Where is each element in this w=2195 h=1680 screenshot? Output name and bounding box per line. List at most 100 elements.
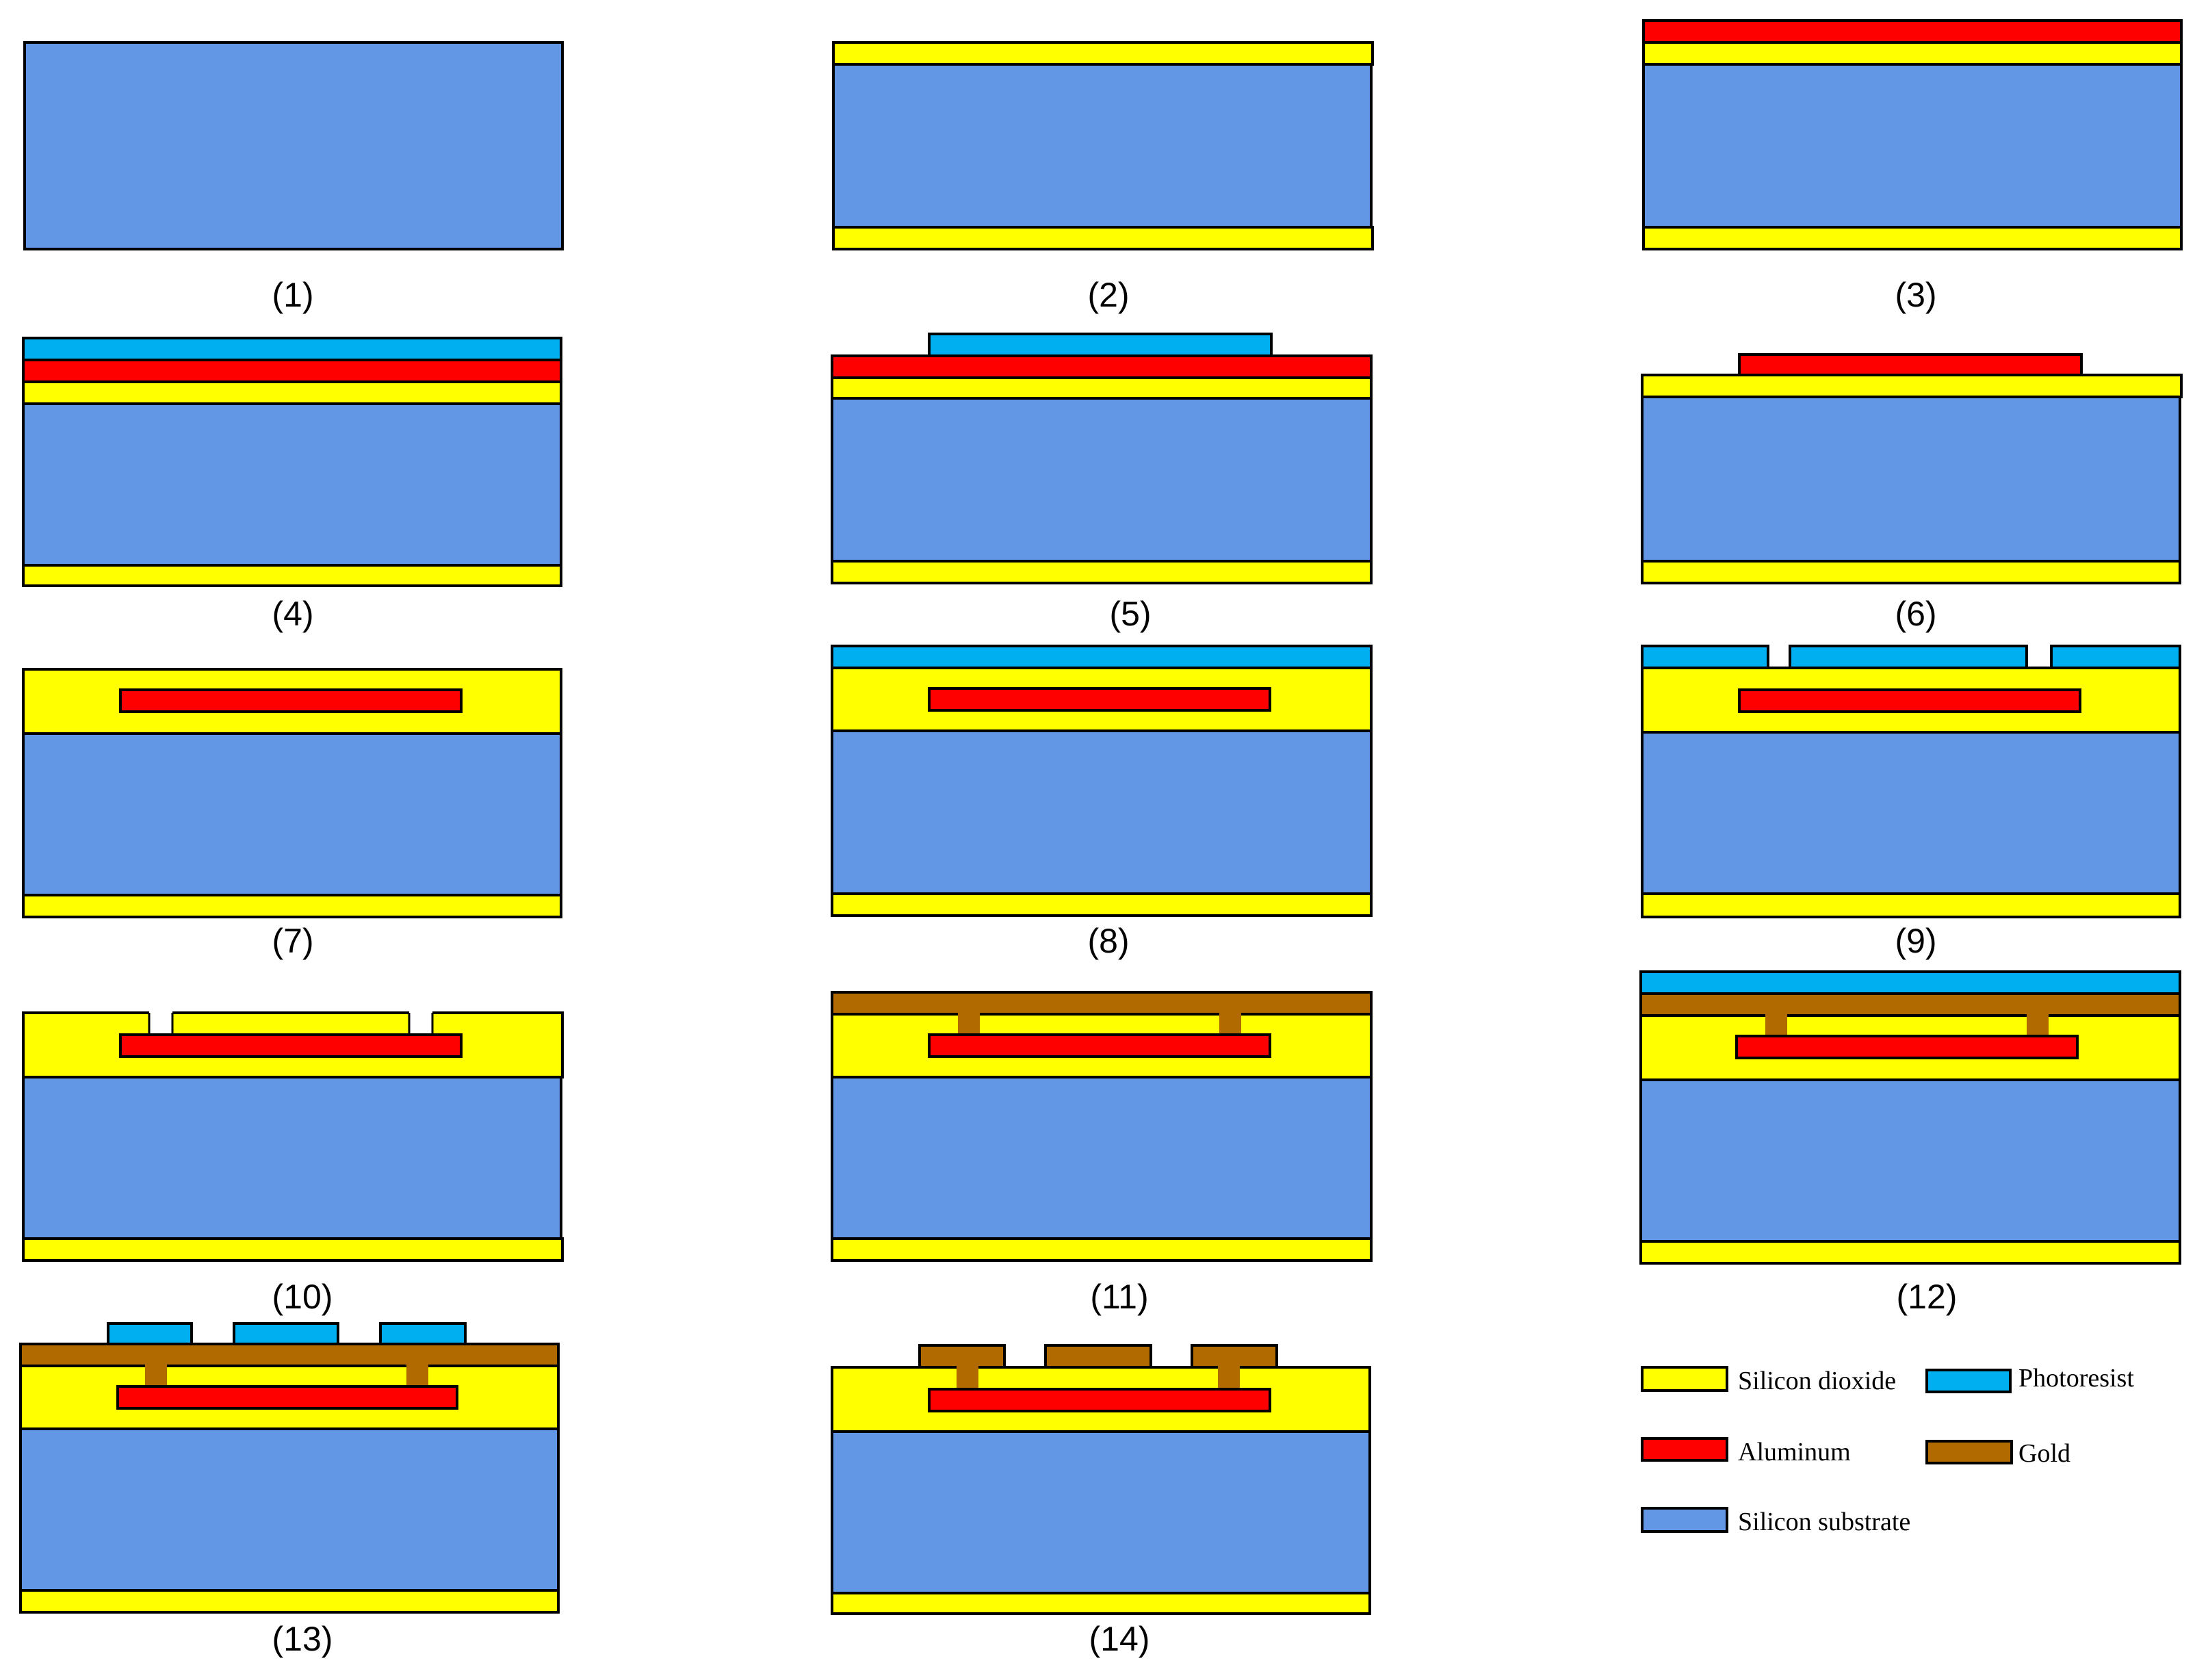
step-12-label: (12)	[1897, 1278, 1958, 1316]
bottom-oxide-layer	[22, 1237, 564, 1262]
top-oxide-layer	[22, 380, 562, 405]
aluminum-line	[1738, 688, 2081, 713]
photoresist-pattern	[928, 333, 1273, 357]
step-3-label: (3)	[1895, 276, 1936, 314]
aluminum-layer	[22, 359, 562, 383]
bottom-oxide-layer	[22, 894, 562, 918]
silicon-substrate	[831, 1076, 1373, 1240]
silicon-substrate	[22, 1076, 562, 1240]
bottom-oxide-layer	[22, 564, 562, 587]
step-8-label: (8)	[1087, 922, 1129, 960]
top-oxide-layer	[832, 41, 1374, 66]
photoresist-pad-right	[379, 1322, 467, 1345]
legend-label-photoresist: Photoresist	[2018, 1364, 2134, 1393]
bottom-oxide-layer	[831, 892, 1373, 917]
bottom-oxide-layer	[832, 226, 1374, 250]
gold-via-left	[145, 1365, 167, 1388]
legend-swatch-photoresist	[1925, 1369, 2012, 1393]
gold-via-right	[1218, 1366, 1240, 1389]
legend-swatch-aluminum	[1641, 1437, 1728, 1462]
step-1-label: (1)	[272, 276, 313, 314]
aluminum-pattern	[1738, 353, 2083, 376]
silicon-substrate	[22, 402, 562, 567]
photoresist-segment-center	[1789, 645, 2028, 669]
gold-layer	[831, 991, 1373, 1016]
step-8-cross-section	[831, 645, 1373, 917]
gold-pad-right	[1191, 1344, 1278, 1369]
step-13-label: (13)	[272, 1620, 333, 1658]
photoresist-segment-left	[1641, 645, 1769, 669]
aluminum-line	[119, 688, 463, 713]
step-7-label: (7)	[272, 922, 313, 960]
photoresist-layer	[1639, 970, 2181, 995]
gold-via-right	[406, 1365, 428, 1388]
legend: Silicon dioxide Photoresist Aluminum Gol…	[1641, 1364, 2134, 1536]
silicon-substrate	[19, 1427, 560, 1592]
bottom-oxide-layer	[1639, 1240, 2181, 1265]
gold-layer	[19, 1343, 560, 1367]
step-14-label: (14)	[1089, 1620, 1150, 1658]
legend-label-substrate: Silicon substrate	[1738, 1508, 1910, 1536]
gold-pad-left	[918, 1344, 1006, 1369]
silicon-substrate	[832, 63, 1373, 229]
bottom-oxide-layer	[19, 1589, 560, 1614]
step-11-cross-section	[831, 991, 1373, 1262]
aluminum-line	[1735, 1035, 2079, 1059]
photoresist-segment-right	[2050, 645, 2181, 669]
step-10-cross-section	[22, 1011, 564, 1262]
step-3-cross-section	[1642, 19, 2183, 250]
step-5-label: (5)	[1109, 595, 1151, 633]
step-1-cross-section	[23, 41, 564, 250]
silicon-substrate	[831, 397, 1373, 563]
step-7-cross-section	[22, 668, 562, 918]
silicon-substrate	[831, 729, 1373, 895]
bottom-oxide-layer	[831, 1237, 1373, 1262]
top-oxide-layer	[1641, 374, 2183, 398]
silicon-substrate	[23, 41, 564, 250]
legend-swatch-oxide	[1641, 1366, 1728, 1392]
step-9-label: (9)	[1895, 922, 1936, 960]
photoresist-pad-center	[233, 1322, 339, 1345]
gold-via-left	[1765, 1014, 1787, 1037]
aluminum-layer	[1642, 19, 2183, 44]
gold-pad-center	[1044, 1344, 1152, 1369]
legend-swatch-substrate	[1641, 1507, 1728, 1533]
gold-via-right	[1219, 1013, 1241, 1036]
aluminum-line	[928, 687, 1271, 712]
bottom-oxide-layer	[1641, 560, 2181, 584]
step-2-cross-section	[832, 41, 1374, 250]
step-11-label: (11)	[1090, 1278, 1148, 1316]
step-4-cross-section	[22, 337, 562, 587]
step-9-cross-section	[1641, 645, 2181, 918]
photoresist-layer	[831, 645, 1373, 669]
silicon-substrate	[22, 732, 562, 896]
step-14-cross-section	[831, 1344, 1371, 1615]
via-opening-right	[409, 1011, 432, 1035]
step-2-label: (2)	[1087, 276, 1129, 314]
silicon-substrate	[831, 1430, 1371, 1594]
aluminum-layer	[831, 354, 1373, 379]
bottom-oxide-layer	[831, 560, 1373, 584]
step-12-cross-section	[1639, 970, 2181, 1265]
aluminum-line	[928, 1388, 1271, 1412]
legend-swatch-gold	[1925, 1440, 2013, 1464]
gold-layer	[1639, 992, 2181, 1017]
step-5-cross-section	[831, 333, 1373, 584]
gold-via-right	[2027, 1014, 2049, 1037]
step-13-cross-section	[19, 1322, 560, 1614]
gold-via-left	[958, 1013, 980, 1036]
step-10-label: (10)	[272, 1278, 333, 1316]
silicon-substrate	[1639, 1078, 2181, 1243]
photoresist-layer	[22, 337, 562, 361]
silicon-substrate	[1641, 731, 2181, 895]
gold-via-left	[957, 1366, 978, 1389]
silicon-substrate	[1641, 396, 2181, 563]
photoresist-pad-left	[107, 1322, 193, 1345]
aluminum-line	[116, 1385, 458, 1410]
legend-label-oxide: Silicon dioxide	[1738, 1367, 1896, 1395]
top-oxide-layer	[1642, 41, 2183, 66]
aluminum-line	[119, 1033, 463, 1058]
top-oxide-layer	[831, 376, 1373, 400]
